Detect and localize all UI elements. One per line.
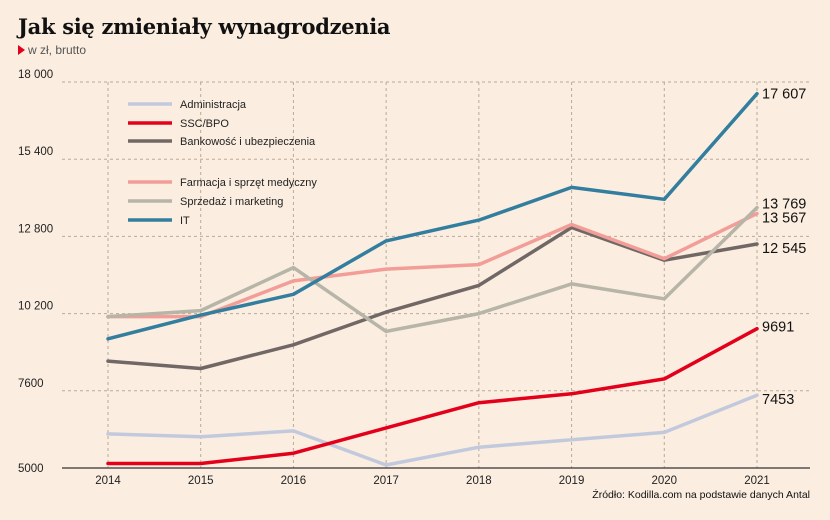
- x-tick-label: 2015: [188, 475, 214, 487]
- series-line: [106, 393, 759, 467]
- end-value-label: 7453: [762, 392, 794, 408]
- end-value-label: 12 545: [762, 241, 806, 257]
- series-line: [106, 205, 759, 334]
- red-triangle-icon: [18, 45, 25, 55]
- legend-label: Bankowość i ubezpieczenia: [180, 136, 316, 148]
- x-tick-label: 2018: [466, 475, 492, 487]
- y-tick-label: 10 200: [18, 301, 53, 313]
- end-value-label: 13 567: [762, 211, 806, 227]
- series-line: [106, 326, 759, 466]
- chart-subtitle: w zł, brutto: [18, 43, 86, 57]
- x-tick-label: 2020: [651, 475, 677, 487]
- y-tick-label: 7600: [18, 378, 44, 390]
- y-tick-label: 15 400: [18, 146, 53, 158]
- subtitle-text: w zł, brutto: [28, 43, 87, 57]
- end-value-label: 9691: [762, 320, 794, 336]
- legend-label: IT: [180, 215, 190, 227]
- legend-label: SSC/BPO: [180, 118, 229, 130]
- source-note: Źródło: Kodilla.com na podstawie danych …: [592, 489, 810, 501]
- legend-label: Farmacja i sprzęt medyczny: [180, 177, 317, 189]
- end-value-label: 13 769: [762, 197, 806, 213]
- x-tick-label: 2021: [744, 475, 770, 487]
- end-value-label: 17 607: [762, 87, 806, 103]
- y-tick-label: 5000: [18, 463, 44, 475]
- x-tick-label: 2017: [373, 475, 399, 487]
- legend-label: Sprzedaż i marketing: [180, 196, 283, 208]
- legend-label: Administracja: [180, 99, 247, 111]
- series-line: [106, 91, 759, 341]
- x-tick-label: 2014: [95, 475, 121, 487]
- y-tick-label: 12 800: [18, 223, 53, 235]
- x-tick-label: 2016: [281, 475, 307, 487]
- x-tick-label: 2019: [559, 475, 585, 487]
- y-tick-label: 18 000: [18, 69, 53, 81]
- chart-title: Jak się zmieniały wynagrodzenia: [18, 14, 391, 39]
